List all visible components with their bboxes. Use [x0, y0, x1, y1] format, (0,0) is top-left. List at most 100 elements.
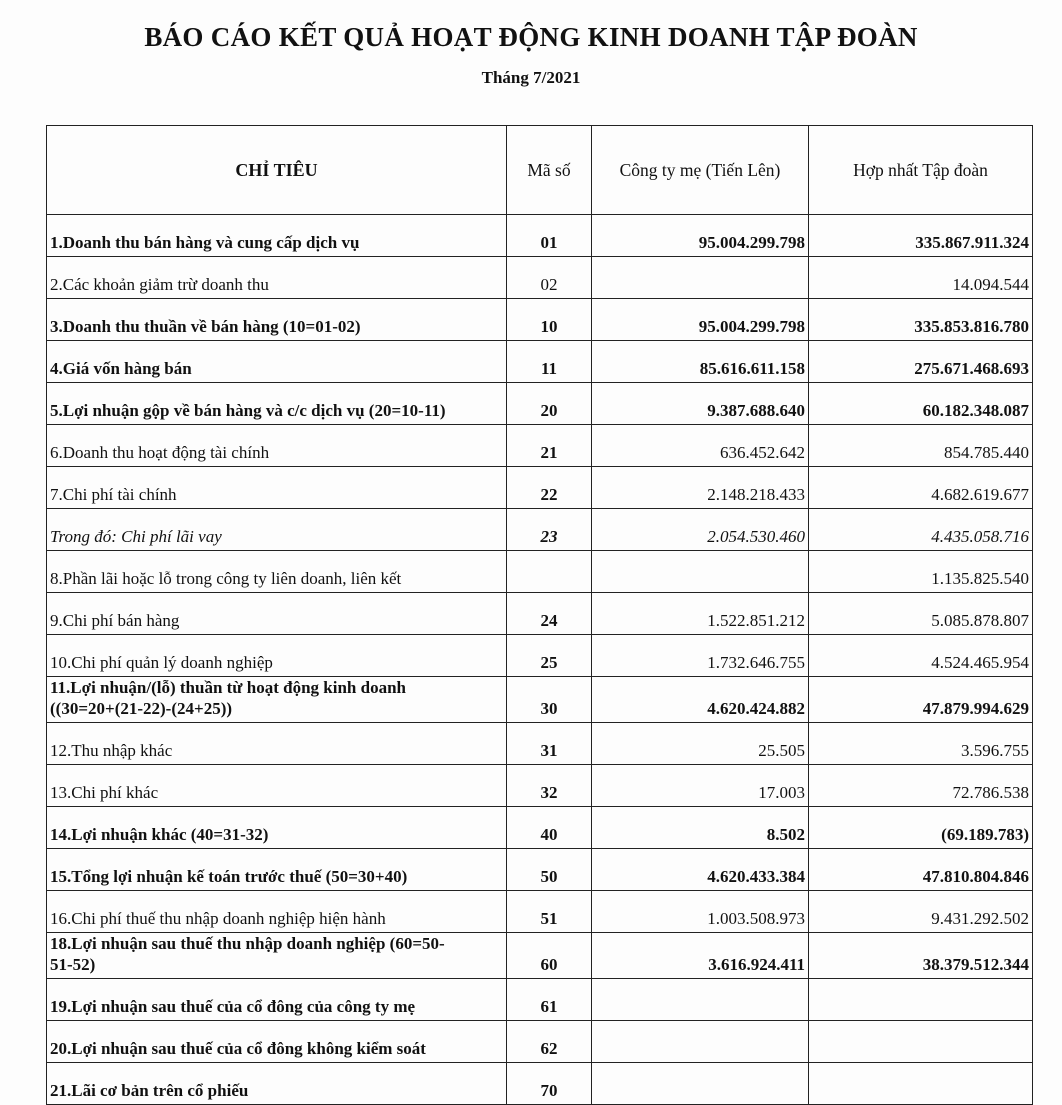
row-group-value: 72.786.538: [808, 764, 1033, 807]
report-title: BÁO CÁO KẾT QUẢ HOẠT ĐỘNG KINH DOANH TẬP…: [144, 22, 918, 52]
table-row: 11.Lợi nhuận/(lỗ) thuần từ hoạt động kin…: [46, 676, 1033, 723]
row-parent-value: 1.732.646.755: [591, 634, 809, 677]
row-parent-value: [591, 256, 809, 299]
table-row: 19.Lợi nhuận sau thuế của cổ đông của cô…: [46, 978, 1033, 1021]
row-code: 51: [506, 890, 592, 933]
row-label: 21.Lãi cơ bản trên cổ phiếu: [46, 1062, 507, 1105]
row-label: 12.Thu nhập khác: [46, 722, 507, 765]
row-label: 6.Doanh thu hoạt động tài chính: [46, 424, 507, 467]
row-group-value: 4.524.465.954: [808, 634, 1033, 677]
row-label-text: 14.Lợi nhuận khác (40=31-32): [50, 825, 269, 844]
row-label: 1.Doanh thu bán hàng và cung cấp dịch vụ: [46, 214, 507, 257]
row-label-text: 7.Chi phí tài chính: [50, 485, 177, 504]
row-parent-value: [591, 1062, 809, 1105]
row-label: 14.Lợi nhuận khác (40=31-32): [46, 806, 507, 849]
table-row: 2.Các khoản giảm trừ doanh thu 02 14.094.5…: [46, 256, 1033, 299]
row-label-text: 11.Lợi nhuận/(lỗ) thuần từ hoạt động kin…: [50, 678, 406, 697]
row-label-text: 13.Chi phí khác: [50, 783, 159, 802]
row-group-value: 335.867.911.324: [808, 214, 1033, 257]
row-label-text: 10.Chi phí quản lý doanh nghiệp: [50, 653, 273, 672]
row-code: 22: [506, 466, 592, 509]
header-group-consolidated: Hợp nhất Tập đoàn: [808, 125, 1033, 215]
row-parent-value: 17.003: [591, 764, 809, 807]
row-label-text: 21.Lãi cơ bản trên cổ phiếu: [50, 1081, 249, 1100]
row-code: [506, 550, 592, 593]
row-label-text-cont: ((30=20+(21-22)-(24+25)): [50, 699, 233, 718]
row-group-value: 4.682.619.677: [808, 466, 1033, 509]
report-period: Tháng 7/2021: [481, 68, 581, 87]
table-row: 7.Chi phí tài chính 22 2.148.218.433 4.682.…: [46, 466, 1033, 509]
table-row: 5.Lợi nhuận gộp về bán hàng và c/c dịch …: [46, 382, 1033, 425]
row-parent-value: [591, 978, 809, 1021]
row-group-value: 1.135.825.540: [808, 550, 1033, 593]
row-parent-value: 9.387.688.640: [591, 382, 809, 425]
table-row: 16.Chi phí thuế thu nhập doanh nghiệp hi…: [46, 890, 1033, 933]
row-code: 10: [506, 298, 592, 341]
header-row: CHỈ TIÊU Mã số Công ty mẹ (Tiến Lên) Hợp…: [46, 125, 1033, 215]
table-row: 8.Phần lãi hoặc lỗ trong công ty liên do…: [46, 550, 1033, 593]
row-parent-value: 1.003.508.973: [591, 890, 809, 933]
row-label: 3.Doanh thu thuần về bán hàng (10=01-02): [46, 298, 507, 341]
table-row: 4.Giá vốn hàng bán 11 85.616.611.158 275.67…: [46, 340, 1033, 383]
row-code: 61: [506, 978, 592, 1021]
row-label: 8.Phần lãi hoặc lỗ trong công ty liên do…: [46, 550, 507, 593]
row-parent-value: 8.502: [591, 806, 809, 849]
table-row: 1.Doanh thu bán hàng và cung cấp dịch vụ…: [46, 214, 1033, 257]
row-label-text: 15.Tổng lợi nhuận kế toán trước thuế (50…: [50, 867, 408, 886]
row-label: 9.Chi phí bán hàng: [46, 592, 507, 635]
row-group-value: 4.435.058.716: [808, 508, 1033, 551]
row-label: 7.Chi phí tài chính: [46, 466, 507, 509]
row-code: 23: [506, 508, 592, 551]
row-label: Trong đó: Chi phí lãi vay: [46, 508, 507, 551]
row-label-text: Trong đó: Chi phí lãi vay: [50, 527, 222, 546]
table-row: 20.Lợi nhuận sau thuế của cổ đông không …: [46, 1020, 1033, 1063]
row-group-value: 60.182.348.087: [808, 382, 1033, 425]
row-group-value: 47.879.994.629: [808, 676, 1033, 723]
header-parent-company: Công ty mẹ (Tiến Lên): [591, 125, 809, 215]
row-code: 25: [506, 634, 592, 677]
row-code: 21: [506, 424, 592, 467]
row-group-value: [808, 1020, 1033, 1063]
row-parent-value: 95.004.299.798: [591, 298, 809, 341]
table-row: Trong đó: Chi phí lãi vay 23 2.054.530.460…: [46, 508, 1033, 551]
row-label-text: 6.Doanh thu hoạt động tài chính: [50, 443, 270, 462]
row-group-value: 335.853.816.780: [808, 298, 1033, 341]
row-label-text: 8.Phần lãi hoặc lỗ trong công ty liên do…: [50, 569, 402, 588]
row-label: 4.Giá vốn hàng bán: [46, 340, 507, 383]
row-parent-value: 2.148.218.433: [591, 466, 809, 509]
table-row: 6.Doanh thu hoạt động tài chính 21 636.452…: [46, 424, 1033, 467]
row-label-text: 2.Các khoản giảm trừ doanh thu: [50, 275, 269, 294]
row-code: 11: [506, 340, 592, 383]
row-label: 10.Chi phí quản lý doanh nghiệp: [46, 634, 507, 677]
row-label-text: 19.Lợi nhuận sau thuế của cổ đông của cô…: [50, 997, 416, 1016]
row-label: 11.Lợi nhuận/(lỗ) thuần từ hoạt động kin…: [46, 676, 507, 723]
row-label-text: 20.Lợi nhuận sau thuế của cổ đông không …: [50, 1039, 426, 1058]
row-label-text-cont: 51-52): [50, 955, 96, 974]
row-parent-value: 85.616.611.158: [591, 340, 809, 383]
row-group-value: [808, 978, 1033, 1021]
row-group-value: 9.431.292.502: [808, 890, 1033, 933]
row-parent-value: 2.054.530.460: [591, 508, 809, 551]
table-row: 18.Lợi nhuận sau thuế thu nhập doanh ngh…: [46, 932, 1033, 979]
row-label: 5.Lợi nhuận gộp về bán hàng và c/c dịch …: [46, 382, 507, 425]
table-row: 21.Lãi cơ bản trên cổ phiếu 70: [46, 1062, 1033, 1105]
row-label: 16.Chi phí thuế thu nhập doanh nghiệp hi…: [46, 890, 507, 933]
row-group-value: [808, 1062, 1033, 1105]
row-parent-value: 3.616.924.411: [591, 932, 809, 979]
row-code: 32: [506, 764, 592, 807]
table-row: 10.Chi phí quản lý doanh nghiệp 25 1.732.6…: [46, 634, 1033, 677]
table-row: 12.Thu nhập khác 31 25.505 3.596.755: [46, 722, 1033, 765]
row-label: 19.Lợi nhuận sau thuế của cổ đông của cô…: [46, 978, 507, 1021]
row-label: 18.Lợi nhuận sau thuế thu nhập doanh ngh…: [46, 932, 507, 979]
row-code: 01: [506, 214, 592, 257]
row-label-text: 12.Thu nhập khác: [50, 741, 173, 760]
row-parent-value: 25.505: [591, 722, 809, 765]
row-label-text: 1.Doanh thu bán hàng và cung cấp dịch vụ: [50, 233, 360, 252]
table-row: 9.Chi phí bán hàng 24 1.522.851.212 5.085.8…: [46, 592, 1033, 635]
row-code: 70: [506, 1062, 592, 1105]
header-indicator: CHỈ TIÊU: [46, 125, 507, 215]
row-code: 30: [506, 676, 592, 723]
row-label-text: 3.Doanh thu thuần về bán hàng (10=01-02): [50, 317, 361, 336]
table-row: 15.Tổng lợi nhuận kế toán trước thuế (50…: [46, 848, 1033, 891]
row-parent-value: 95.004.299.798: [591, 214, 809, 257]
